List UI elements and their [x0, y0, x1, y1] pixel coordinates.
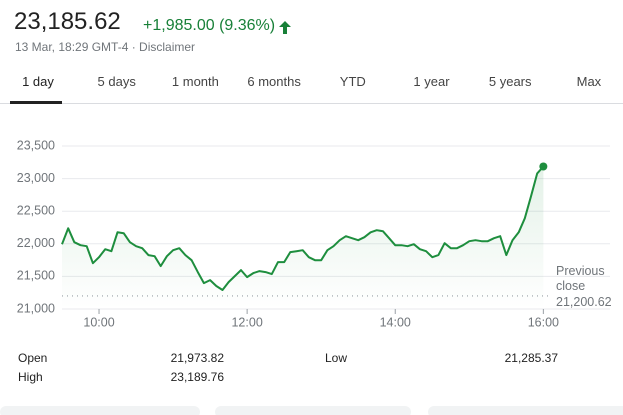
- tab[interactable]: 6 months: [247, 74, 301, 89]
- x-tick-label: 16:00: [528, 315, 559, 329]
- tab[interactable]: 5 years: [488, 74, 532, 89]
- previous-close-label: Previous close: [556, 264, 605, 293]
- card: [215, 406, 411, 415]
- tab[interactable]: 1 year: [413, 74, 450, 89]
- y-tick-label: 23,500: [17, 138, 55, 152]
- area: [62, 166, 544, 309]
- timestamp: 13 Mar, 18:29 GMT-4 · Disclaimer: [15, 40, 196, 54]
- x-tick-label: 12:00: [231, 315, 262, 329]
- tab[interactable]: 1 day: [22, 74, 54, 89]
- y-tick-label: 21,500: [17, 269, 55, 283]
- stat-value: 23,189.76: [170, 370, 224, 384]
- tab[interactable]: 5 days: [97, 74, 136, 89]
- chart: 21,000 21,500 22,000 22,500 23,000 23,500 10:0…: [17, 138, 610, 329]
- x-tick-label: 10:00: [83, 315, 114, 329]
- y-tick-label: 22,000: [17, 236, 55, 250]
- tab-underline: [10, 101, 62, 104]
- tab[interactable]: YTD: [339, 74, 366, 89]
- y-tick-label: 21,000: [17, 301, 55, 315]
- previous-close-value: 21,200.62: [556, 295, 612, 309]
- stat-label: High: [18, 370, 43, 384]
- up-arrow: [279, 21, 291, 34]
- card: [0, 406, 200, 415]
- price: 23,185.62: [14, 8, 121, 35]
- stat-value: 21,285.37: [504, 351, 558, 365]
- price-change: +1,985.00 (9.36%): [143, 17, 276, 34]
- y-tick-label: 22,500: [17, 203, 55, 217]
- divider: [0, 103, 623, 104]
- stat-label: Open: [18, 351, 48, 365]
- y-tick-label: 23,000: [17, 171, 55, 185]
- tab[interactable]: 1 month: [171, 74, 219, 89]
- stat-value: 21,973.82: [170, 351, 224, 365]
- price-line: [61, 165, 545, 291]
- x-tick-label: 14:00: [380, 315, 411, 329]
- tab[interactable]: Max: [576, 74, 602, 89]
- card: [428, 406, 623, 415]
- stat-label: Low: [325, 351, 348, 365]
- last-point: [539, 162, 548, 171]
